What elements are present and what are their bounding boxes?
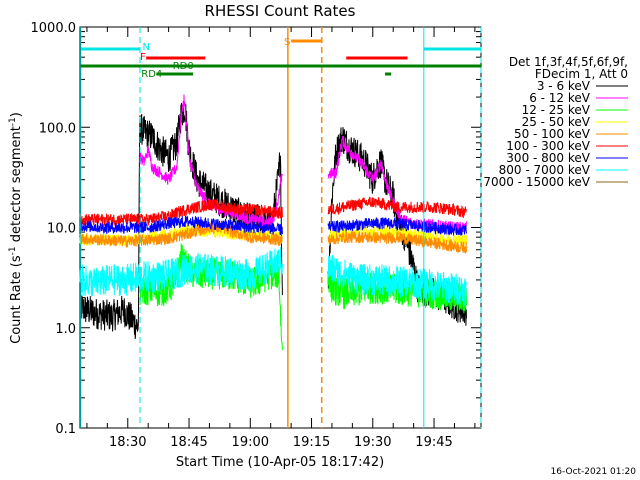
legend-label-3: 25 - 50 keV <box>522 115 591 129</box>
series-line-6 <box>79 215 467 236</box>
chart-title: RHESSI Count Rates <box>205 2 356 20</box>
series-line-4 <box>79 220 467 254</box>
legend-label-7: 800 - 7000 keV <box>499 163 591 177</box>
series-line-7 <box>79 247 467 306</box>
legend-header-1: Det 1f,3f,4f,5f,6f,9f, <box>509 55 628 69</box>
y-axis-label-sup: -1 <box>8 246 18 255</box>
legend-label-2: 12 - 25 keV <box>522 103 591 117</box>
annotation-layer: NF RD0 RD4 S <box>80 27 482 428</box>
flag-label-n: N <box>142 42 149 53</box>
y-axis-label-sup2: -1 <box>8 117 18 126</box>
y-axis-label-main: Count Rate (s <box>9 255 24 344</box>
flag-label-rd0: RD0 <box>173 61 194 72</box>
y-axis-label-end: ) <box>9 112 24 117</box>
x-tick-label: 19:00 <box>232 435 269 450</box>
legend-header-2: FDecim 1, Att 0 <box>535 67 628 81</box>
timestamp: 16-Oct-2021 01:20 <box>551 467 637 477</box>
series-line-5 <box>79 196 467 226</box>
y-tick-label: 1.0 <box>55 322 76 337</box>
legend-label-8: 7000 - 15000 keV <box>483 175 590 189</box>
legend: Det 1f,3f,4f,5f,6f,9f, FDecim 1, Att 0 3… <box>483 55 628 189</box>
x-axis-label: Start Time (10-Apr-05 18:17:42) <box>176 455 384 470</box>
y-tick-label: 100.0 <box>39 121 76 136</box>
x-tick-label: 19:45 <box>415 435 452 450</box>
y-tick-label: 1000.0 <box>31 21 77 36</box>
flag-label-f: F <box>140 52 146 63</box>
x-tick-label: 18:45 <box>170 435 207 450</box>
x-tick-label: 19:30 <box>354 435 391 450</box>
y-axis-label-tail: detector segment <box>9 126 24 246</box>
y-axis-label: Count Rate (s-1 detector segment-1) <box>8 112 24 344</box>
flag-label-rd4: RD4 <box>141 69 162 80</box>
flag-label-s: S <box>284 37 290 48</box>
series-layer <box>79 94 467 351</box>
x-tick-label: 18:30 <box>109 435 146 450</box>
y-tick-label: 0.1 <box>55 422 76 437</box>
legend-label-6: 300 - 800 keV <box>506 151 590 165</box>
legend-label-5: 100 - 300 keV <box>506 139 590 153</box>
y-tick-label: 10.0 <box>47 222 76 237</box>
legend-label-0: 3 - 6 keV <box>537 79 591 93</box>
x-tick-label: 19:15 <box>293 435 330 450</box>
legend-label-4: 50 - 100 keV <box>514 127 591 141</box>
legend-label-1: 6 - 12 keV <box>529 91 591 105</box>
